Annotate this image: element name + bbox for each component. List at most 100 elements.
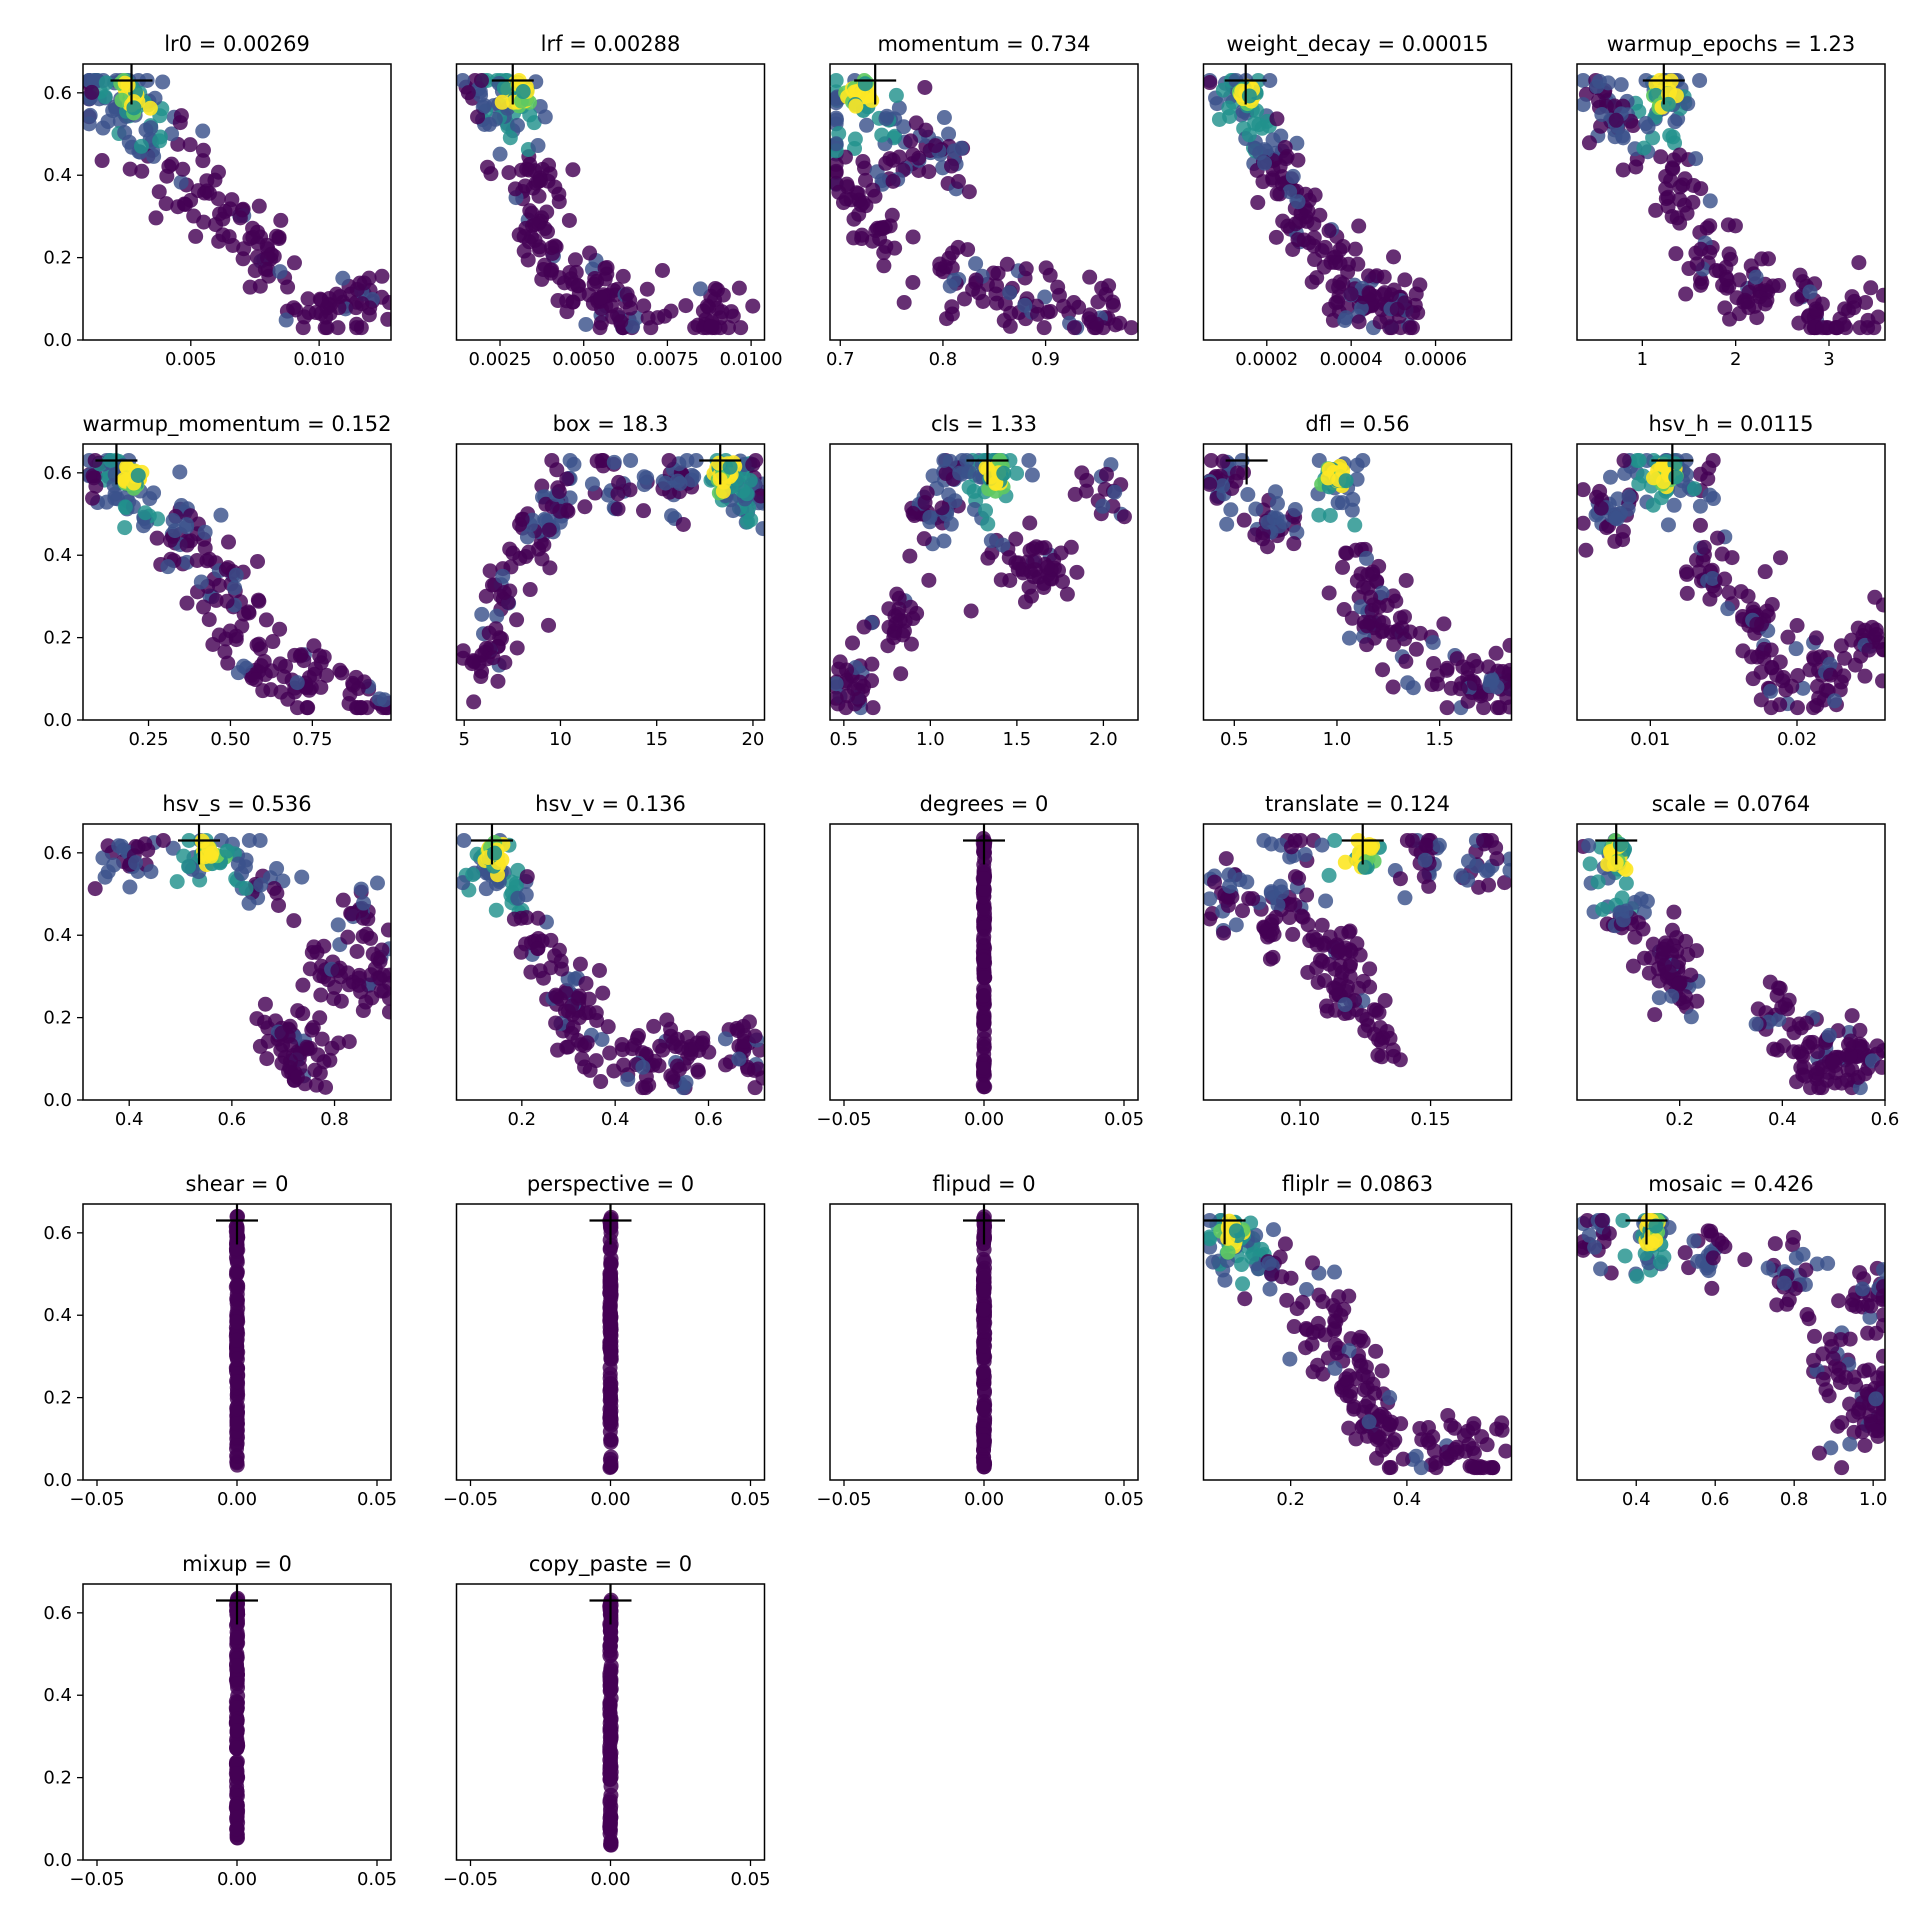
data-point [1356, 1382, 1372, 1398]
data-point [1376, 269, 1392, 285]
subplot-title: flipud = 0 [932, 1172, 1035, 1196]
y-tick-label: 0.4 [43, 545, 72, 566]
data-point [1262, 1281, 1278, 1297]
data-point [179, 537, 195, 553]
data-point [572, 956, 588, 972]
y-tick-label: 0.2 [43, 1008, 72, 1029]
points [1577, 1212, 1885, 1476]
data-point [228, 567, 244, 583]
data-point [636, 503, 652, 519]
data-point [1814, 296, 1830, 312]
data-point [273, 212, 289, 228]
data-point [1247, 141, 1263, 157]
data-point [709, 300, 725, 316]
data-point [1018, 261, 1034, 277]
x-tick-label: 0.05 [1104, 1109, 1144, 1130]
data-point [1039, 559, 1055, 575]
data-point [1429, 668, 1445, 684]
x-tick-label: 0.00 [590, 1869, 630, 1890]
data-point [1309, 937, 1325, 953]
data-point [603, 1283, 619, 1299]
data-point [622, 482, 638, 498]
data-point [872, 231, 888, 247]
x-tick-label: 0.00 [217, 1489, 257, 1510]
y-tick-label: 0.6 [43, 1223, 72, 1244]
points [228, 1208, 246, 1473]
data-point [917, 79, 933, 95]
x-tick-label: 0.00 [590, 1489, 630, 1510]
data-point [117, 520, 133, 536]
data-point [602, 1271, 618, 1287]
x-tick-label: 2.0 [1089, 729, 1118, 750]
data-point [975, 1401, 991, 1417]
data-point [295, 977, 311, 993]
data-point [1299, 887, 1315, 903]
data-point [1364, 602, 1380, 618]
data-point [253, 877, 269, 893]
data-point [1745, 671, 1761, 687]
data-point [1647, 1007, 1663, 1023]
y-tick-label: 0.4 [43, 1305, 72, 1326]
data-point [1350, 256, 1366, 272]
data-point [1811, 1445, 1827, 1461]
data-point [1861, 642, 1877, 658]
data-point [1078, 483, 1094, 499]
data-point [562, 490, 578, 506]
x-tick-label: 0.00 [217, 1869, 257, 1890]
points [456, 72, 761, 336]
data-point [1581, 838, 1597, 854]
data-point [1502, 862, 1512, 878]
data-point [219, 593, 235, 609]
data-point [830, 690, 844, 706]
data-point [1363, 589, 1379, 605]
data-point [1666, 904, 1682, 920]
axes-frame [455, 823, 766, 1101]
data-point [1245, 891, 1261, 907]
subplot-20: mixup = 0−0.05 0.00 0.050.00.20.40.6 [43, 1552, 397, 1890]
data-point [1291, 870, 1307, 886]
data-point [181, 858, 197, 874]
data-point [1614, 890, 1630, 906]
data-point [253, 641, 269, 657]
y-tick-label: 0.4 [43, 165, 72, 186]
data-point [201, 612, 217, 628]
data-point [1335, 559, 1351, 575]
subplot-6: box = 18.35 10 15 20 [455, 412, 766, 750]
data-point [502, 130, 518, 146]
data-point [755, 521, 765, 537]
data-point [921, 572, 937, 588]
data-point [1799, 1015, 1815, 1031]
data-point [465, 867, 481, 883]
data-point [1615, 532, 1631, 548]
data-point [149, 530, 165, 546]
data-point [501, 165, 517, 181]
data-point [229, 1810, 245, 1826]
data-point [1714, 546, 1730, 562]
data-point [1269, 111, 1285, 127]
data-point [1368, 1002, 1384, 1018]
data-point-best-cluster [219, 843, 235, 859]
data-point [286, 300, 302, 316]
data-point [1769, 667, 1785, 683]
data-point [1367, 1026, 1383, 1042]
data-point [1617, 1248, 1633, 1264]
data-point [1595, 901, 1611, 917]
data-point [1234, 1256, 1250, 1272]
data-point [1579, 1212, 1595, 1228]
x-tick-label: 0.4 [115, 1109, 144, 1130]
data-point [228, 1766, 244, 1782]
data-point [593, 315, 609, 331]
data-point [1369, 1450, 1385, 1466]
data-point [1653, 1254, 1669, 1270]
data-point [257, 261, 273, 277]
data-point [552, 991, 568, 1007]
data-point [651, 1058, 667, 1074]
axes-frame [82, 823, 392, 1101]
data-point [1702, 193, 1718, 209]
data-point [1678, 564, 1694, 580]
data-point [128, 855, 144, 871]
data-point [611, 474, 627, 490]
x-tick-label: 0.6 [218, 1109, 247, 1130]
